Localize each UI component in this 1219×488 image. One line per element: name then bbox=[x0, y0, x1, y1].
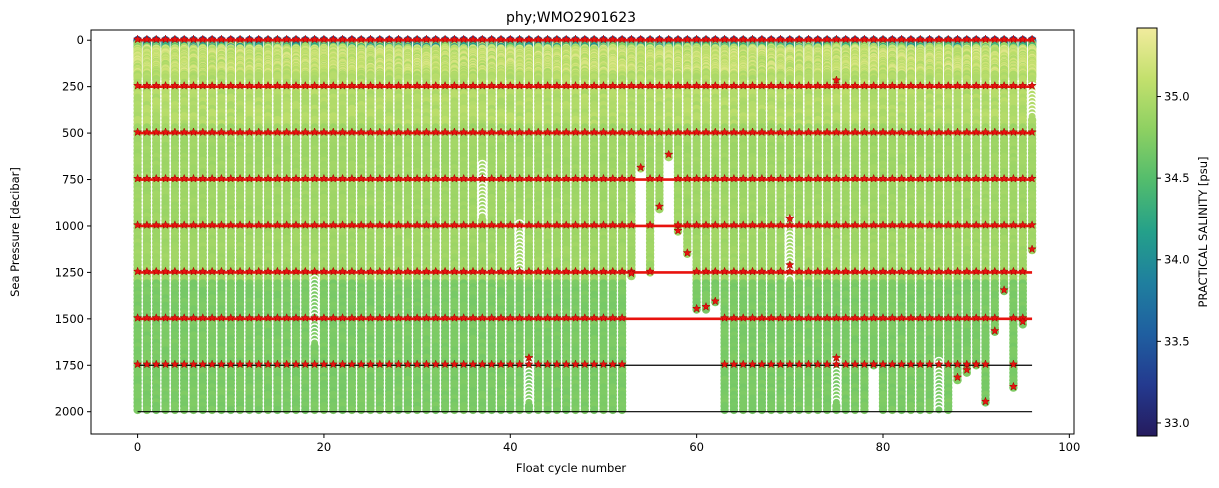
salinity-point bbox=[403, 405, 412, 415]
salinity-point bbox=[142, 405, 152, 415]
salinity-point bbox=[319, 405, 329, 415]
salinity-point bbox=[189, 405, 198, 415]
salinity-point bbox=[347, 405, 357, 415]
salinity-point bbox=[366, 405, 375, 415]
salinity-point bbox=[375, 405, 384, 415]
salinity-point bbox=[152, 405, 161, 415]
salinity-point bbox=[263, 405, 273, 415]
salinity-point bbox=[273, 405, 282, 415]
salinity-point bbox=[217, 405, 226, 415]
salinity-point bbox=[180, 405, 189, 415]
salinity-point bbox=[254, 405, 263, 415]
salinity-point bbox=[431, 405, 440, 415]
salinity-point bbox=[226, 405, 235, 415]
salinity-point bbox=[161, 405, 170, 415]
salinity-point bbox=[422, 405, 431, 415]
salinity-point bbox=[385, 405, 394, 415]
salinity-point bbox=[170, 405, 180, 415]
salinity-point bbox=[282, 405, 291, 415]
salinity-point bbox=[310, 405, 319, 415]
salinity-point bbox=[235, 405, 245, 415]
salinity-point bbox=[450, 405, 459, 415]
salinity-point bbox=[198, 405, 207, 415]
salinity-point bbox=[291, 405, 301, 415]
salinity-point bbox=[133, 405, 142, 415]
salinity-point bbox=[394, 405, 403, 415]
salinity-point bbox=[440, 405, 450, 415]
salinity-point bbox=[301, 405, 310, 415]
plot-content bbox=[132, 34, 1038, 415]
salinity-point bbox=[329, 405, 338, 415]
salinity-point bbox=[338, 405, 347, 415]
salinity-point bbox=[357, 405, 366, 415]
salinity-point bbox=[412, 405, 422, 415]
salinity-point bbox=[245, 405, 254, 415]
salinity-point bbox=[207, 405, 217, 415]
